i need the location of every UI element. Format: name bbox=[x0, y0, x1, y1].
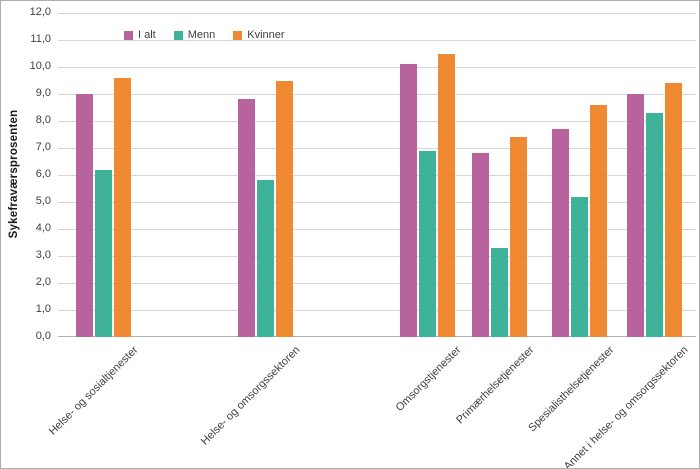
bar-menn bbox=[257, 180, 274, 337]
bar-i-alt bbox=[399, 64, 417, 337]
bar-menn bbox=[645, 112, 663, 337]
x-axis-label: Helse- og omsorgssektoren bbox=[198, 344, 302, 448]
y-tick-label: 0,0 bbox=[35, 330, 51, 342]
gridline bbox=[58, 229, 696, 230]
y-tick-label: 8,0 bbox=[35, 114, 51, 126]
legend-label: I alt bbox=[138, 29, 156, 41]
bar-kvinner bbox=[590, 104, 607, 337]
bar-i-alt bbox=[238, 99, 255, 337]
y-tick-label: 2,0 bbox=[35, 276, 51, 288]
gridline bbox=[58, 310, 696, 311]
bar-i-alt bbox=[626, 94, 644, 337]
legend-item-menn: Menn bbox=[173, 29, 216, 41]
y-tick-label: 10,0 bbox=[29, 60, 51, 72]
y-tick-label: 12,0 bbox=[29, 6, 51, 18]
bar-i-alt bbox=[472, 153, 489, 337]
legend-swatch-icon bbox=[124, 30, 133, 40]
gridline bbox=[58, 121, 696, 122]
bar-menn bbox=[571, 196, 588, 337]
bar-kvinner bbox=[510, 137, 527, 337]
legend-swatch-icon bbox=[233, 30, 243, 40]
bar-menn bbox=[418, 150, 436, 337]
legend-label: Kvinner bbox=[247, 29, 285, 41]
bar-kvinner bbox=[276, 80, 293, 337]
bar-i-alt bbox=[76, 94, 93, 337]
bar-i-alt bbox=[552, 129, 569, 337]
bar-kvinner bbox=[437, 53, 455, 337]
gridline bbox=[58, 148, 696, 149]
gridline bbox=[58, 175, 696, 176]
y-tick-label: 4,0 bbox=[35, 222, 51, 234]
gridline bbox=[58, 67, 696, 68]
x-axis-label: Helse- og sosialtjenester bbox=[46, 344, 140, 438]
gridline bbox=[58, 13, 696, 14]
bar-kvinner bbox=[664, 83, 682, 337]
y-tick-label: 5,0 bbox=[35, 195, 51, 207]
legend-item-i-alt: I alt bbox=[124, 29, 156, 41]
y-tick-label: 3,0 bbox=[35, 249, 51, 261]
legend-label: Menn bbox=[187, 29, 216, 41]
legend-swatch-icon bbox=[173, 30, 183, 40]
bar-menn bbox=[491, 247, 508, 337]
y-tick-label: 1,0 bbox=[35, 303, 51, 315]
y-tick-label: 11,0 bbox=[30, 33, 51, 45]
legend-item-kvinner: Kvinner bbox=[233, 29, 285, 41]
y-tick-label: 6,0 bbox=[35, 168, 51, 180]
gridline bbox=[58, 40, 696, 41]
bar-kvinner bbox=[114, 77, 131, 337]
plot-area: I alt Menn Kvinner bbox=[58, 13, 696, 337]
y-tick-label: 9,0 bbox=[35, 87, 51, 99]
gridline bbox=[58, 283, 696, 284]
x-axis-line bbox=[58, 336, 696, 337]
gridline bbox=[58, 256, 696, 257]
y-tick-label: 7,0 bbox=[35, 141, 51, 153]
bar-menn bbox=[95, 169, 112, 337]
gridline bbox=[58, 94, 696, 95]
legend: I alt Menn Kvinner bbox=[124, 29, 285, 41]
gridline bbox=[58, 202, 696, 203]
